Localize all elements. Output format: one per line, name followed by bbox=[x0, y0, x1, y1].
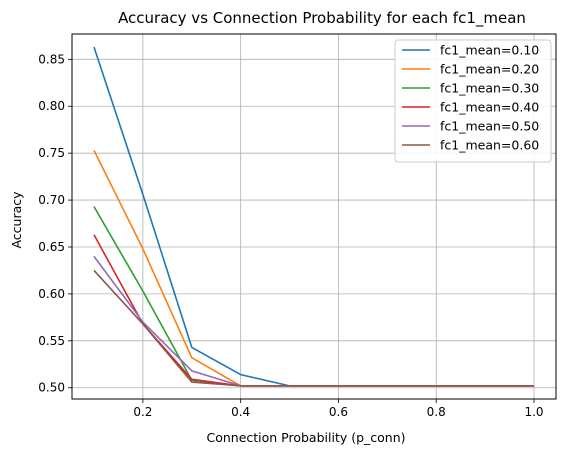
x-tick-label: 1.0 bbox=[524, 405, 543, 419]
y-tick-label: 0.50 bbox=[38, 381, 65, 395]
legend-label: fc1_mean=0.20 bbox=[440, 62, 539, 77]
x-tick-label: 0.6 bbox=[329, 405, 348, 419]
series-line-3 bbox=[93, 206, 534, 387]
y-tick-label: 0.85 bbox=[38, 52, 65, 66]
y-tick-label: 0.80 bbox=[38, 99, 65, 113]
x-tick-label: 0.8 bbox=[427, 405, 446, 419]
y-tick-label: 0.55 bbox=[38, 334, 65, 348]
y-tick-label: 0.65 bbox=[38, 240, 65, 254]
legend-label: fc1_mean=0.50 bbox=[440, 119, 539, 134]
legend-label: fc1_mean=0.60 bbox=[440, 138, 539, 153]
plot-frame bbox=[71, 33, 557, 400]
legend-label: fc1_mean=0.10 bbox=[440, 43, 539, 58]
legend: fc1_mean=0.10 fc1_mean=0.20 fc1_mean=0.30f… bbox=[394, 39, 552, 163]
y-tick-label: 0.60 bbox=[38, 287, 65, 301]
legend-box bbox=[394, 39, 552, 163]
x-tick-label: 0.4 bbox=[231, 405, 250, 419]
y-tick-label: 0.70 bbox=[38, 193, 65, 207]
series-line-2 bbox=[93, 149, 534, 387]
series-line-4 bbox=[93, 234, 534, 387]
x-axis-label: Connection Probability (p_conn) bbox=[206, 430, 405, 445]
axis-ticks: 0.2 0.4 0.6 0.8 1.0 0.50 0.55 0.60 0.65 0.70 0.75 0… bbox=[38, 52, 543, 419]
series-lines bbox=[93, 46, 534, 387]
legend-label: fc1_mean=0.30 bbox=[440, 81, 539, 96]
chart-title: Accuracy vs Connection Probability for e… bbox=[118, 9, 526, 28]
x-tick-label: 0.2 bbox=[133, 405, 152, 419]
legend-label: fc1_mean=0.40 bbox=[440, 100, 539, 115]
series-line-6 bbox=[93, 269, 534, 387]
y-tick-label: 0.75 bbox=[38, 146, 65, 160]
y-axis-label: Accuracy bbox=[9, 191, 24, 249]
